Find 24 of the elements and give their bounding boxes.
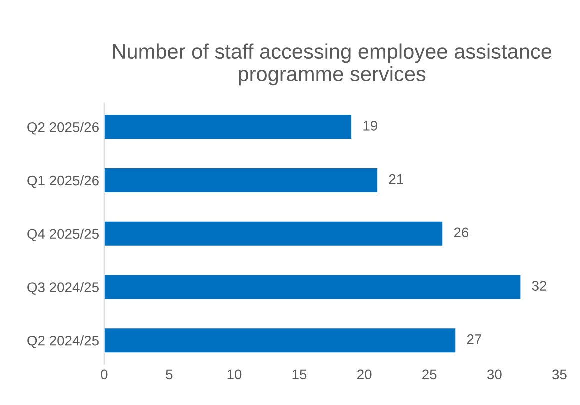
bar [104, 168, 378, 193]
data-label: 19 [364, 121, 378, 131]
data-label: 27 [467, 334, 482, 344]
x-tick-label: 15 [292, 370, 307, 380]
y-tick-label: Q2 2024/25 [28, 336, 99, 348]
x-tick-label: 5 [166, 370, 173, 380]
y-tick-label: Q2 2025/26 [28, 122, 99, 135]
x-tick-label: 35 [552, 370, 567, 380]
bar [104, 275, 521, 300]
x-tick-label: 20 [358, 370, 372, 380]
x-tick-label: 30 [487, 370, 502, 380]
bar [104, 115, 352, 140]
y-tick-label: Q1 2025/26 [28, 175, 99, 188]
bar [104, 222, 443, 246]
bar [104, 328, 456, 353]
data-label: 26 [454, 228, 469, 238]
x-tick-label: 0 [101, 370, 108, 380]
x-tick-label: 25 [422, 370, 437, 380]
x-tick-label: 10 [228, 370, 242, 380]
data-label: 32 [532, 281, 547, 291]
chart-title: Number of staff accessing employee assistance programme services [113, 44, 552, 86]
y-tick-label: Q4 2025/25 [28, 228, 99, 242]
y-tick-label: Q3 2024/25 [28, 282, 99, 295]
data-label: 21 [389, 174, 404, 184]
